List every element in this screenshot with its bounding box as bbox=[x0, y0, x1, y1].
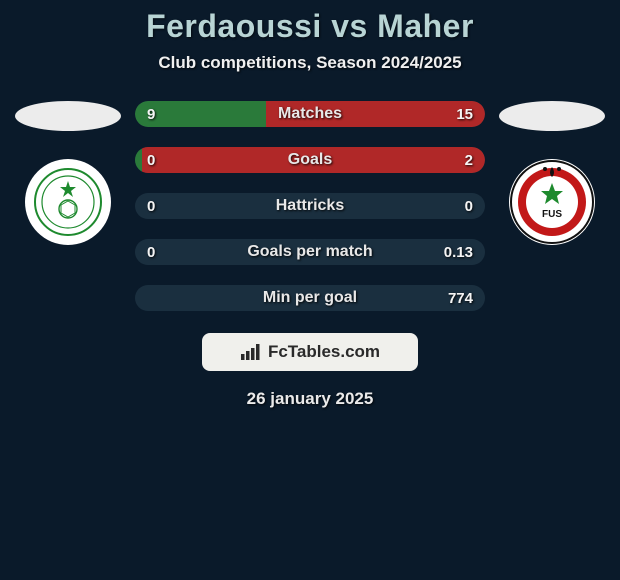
shield-icon bbox=[33, 167, 103, 237]
stat-label: Hattricks bbox=[135, 197, 485, 215]
stat-value-left: 0 bbox=[147, 244, 155, 261]
brand-badge[interactable]: FcTables.com bbox=[202, 333, 418, 371]
stat-value-right: 774 bbox=[448, 290, 473, 307]
bar-fill-right bbox=[266, 101, 485, 127]
stat-bar: 9Matches15 bbox=[135, 101, 485, 127]
bar-fill-right bbox=[142, 147, 485, 173]
stat-value-right: 0 bbox=[465, 198, 473, 215]
stat-value-left: 9 bbox=[147, 106, 155, 123]
shield-icon: FUS bbox=[509, 159, 595, 245]
date-text: 26 january 2025 bbox=[0, 389, 620, 409]
stat-label: Min per goal bbox=[135, 289, 485, 307]
stat-value-right: 15 bbox=[456, 106, 473, 123]
stat-value-left: 0 bbox=[147, 198, 155, 215]
left-column bbox=[13, 101, 123, 245]
stats-bars: 9Matches150Goals20Hattricks00Goals per m… bbox=[135, 101, 485, 311]
left-player-silhouette bbox=[15, 101, 121, 131]
stat-bar: Min per goal774 bbox=[135, 285, 485, 311]
stat-label: Goals per match bbox=[135, 243, 485, 261]
stat-bar: 0Hattricks0 bbox=[135, 193, 485, 219]
right-player-silhouette bbox=[499, 101, 605, 131]
stat-value-left: 0 bbox=[147, 152, 155, 169]
left-club-badge bbox=[25, 159, 111, 245]
right-column: FUS bbox=[497, 101, 607, 245]
stat-value-right: 2 bbox=[465, 152, 473, 169]
bar-fill-left bbox=[135, 147, 142, 173]
subtitle: Club competitions, Season 2024/2025 bbox=[0, 53, 620, 73]
right-club-badge: FUS bbox=[509, 159, 595, 245]
brand-text: FcTables.com bbox=[268, 342, 380, 362]
page-title: Ferdaoussi vs Maher bbox=[0, 8, 620, 45]
comparison-card: Ferdaoussi vs Maher Club competitions, S… bbox=[0, 0, 620, 409]
svg-text:FUS: FUS bbox=[542, 209, 562, 220]
chart-icon bbox=[240, 343, 262, 361]
stat-bar: 0Goals per match0.13 bbox=[135, 239, 485, 265]
main-row: 9Matches150Goals20Hattricks00Goals per m… bbox=[0, 101, 620, 311]
stat-bar: 0Goals2 bbox=[135, 147, 485, 173]
stat-value-right: 0.13 bbox=[444, 244, 473, 261]
